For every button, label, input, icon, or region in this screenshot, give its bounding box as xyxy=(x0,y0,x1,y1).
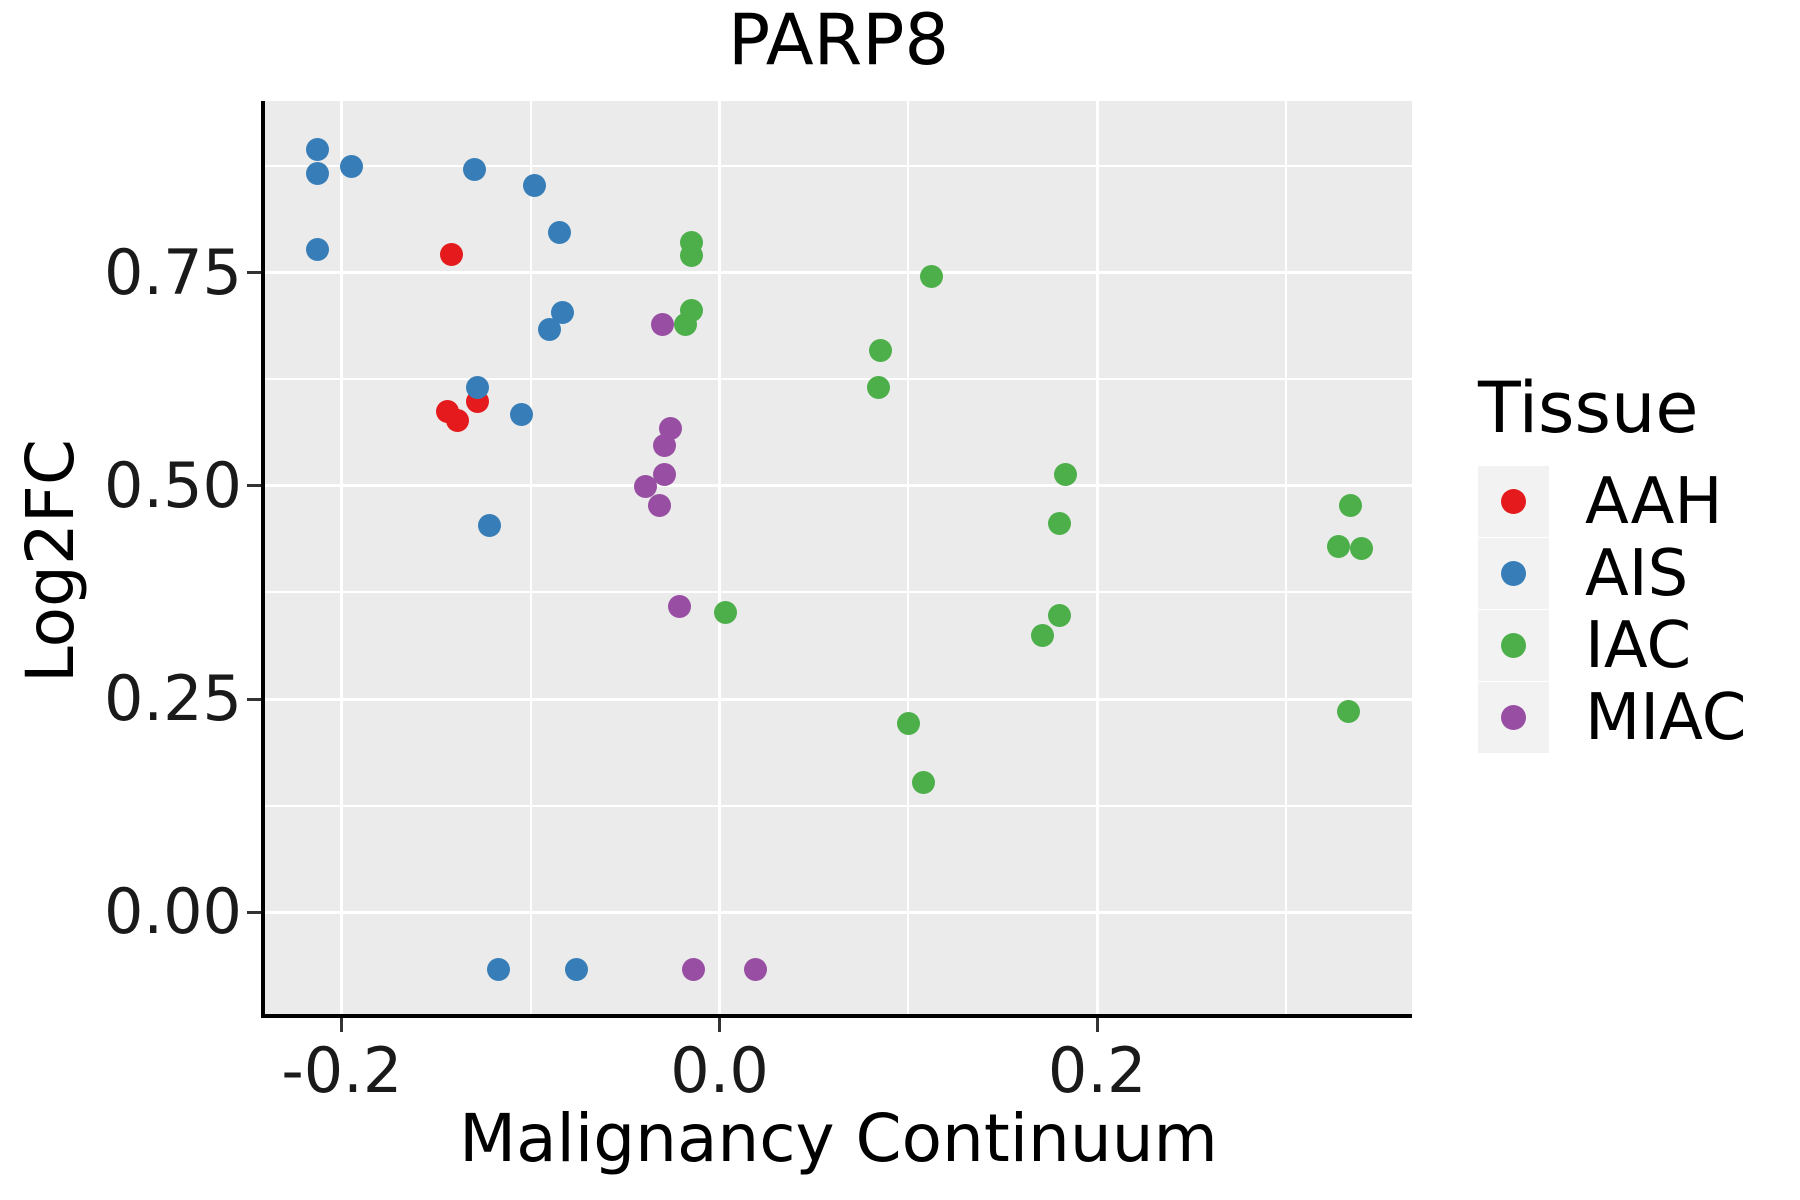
y-tick-mark xyxy=(247,697,261,701)
legend-item-miac: MIAC xyxy=(1478,682,1746,753)
major-gridline-vertical xyxy=(1095,101,1099,1014)
minor-gridline-vertical xyxy=(529,101,532,1014)
major-gridline-horizontal xyxy=(265,910,1412,914)
legend-key xyxy=(1478,610,1549,681)
y-tick-mark xyxy=(247,910,261,914)
data-point-ais xyxy=(538,318,562,342)
legend-dot-icon xyxy=(1501,489,1526,514)
data-point-miac xyxy=(647,493,671,517)
legend-items: AAH AIS IAC MIAC xyxy=(1478,466,1746,753)
legend-label: MIAC xyxy=(1585,680,1747,755)
legend-title: Tissue xyxy=(1478,367,1699,449)
data-point-ais xyxy=(564,958,588,982)
data-point-iac xyxy=(1047,604,1071,628)
x-tick-label: 0.0 xyxy=(670,1034,769,1107)
data-point-iac xyxy=(919,265,943,289)
data-point-ais xyxy=(509,402,533,426)
major-gridline-vertical xyxy=(718,101,722,1014)
plot-title: PARP8 xyxy=(727,0,949,81)
minor-gridline-horizontal xyxy=(265,164,1412,167)
data-point-aah xyxy=(445,408,469,432)
minor-gridline-horizontal xyxy=(265,804,1412,807)
data-point-miac xyxy=(668,595,692,619)
minor-gridline-horizontal xyxy=(265,378,1412,381)
data-point-miac xyxy=(651,313,675,337)
x-tick-mark xyxy=(340,1018,344,1032)
x-tick-mark xyxy=(1095,1018,1099,1032)
x-tick-label: 0.2 xyxy=(1047,1034,1147,1107)
minor-gridline-vertical xyxy=(1285,101,1288,1014)
major-gridline-vertical xyxy=(340,101,344,1014)
data-point-ais xyxy=(477,514,501,538)
legend: Tissue AAH AIS IAC MIAC xyxy=(1478,370,1746,754)
data-point-iac xyxy=(679,243,703,267)
data-point-miac xyxy=(653,463,677,487)
minor-gridline-vertical xyxy=(907,101,910,1014)
data-point-iac xyxy=(674,313,698,337)
data-point-miac xyxy=(653,434,677,458)
data-point-iac xyxy=(1053,463,1077,487)
data-point-iac xyxy=(1350,536,1374,560)
y-tick-label: 0.00 xyxy=(103,875,242,949)
data-point-iac xyxy=(1327,534,1351,558)
major-gridline-horizontal xyxy=(265,697,1412,701)
data-point-iac xyxy=(866,376,890,400)
x-tick-label: -0.2 xyxy=(281,1034,403,1107)
data-point-ais xyxy=(305,162,329,186)
y-tick-label: 0.75 xyxy=(103,235,242,309)
data-point-iac xyxy=(1338,493,1362,517)
data-point-ais xyxy=(462,157,486,181)
data-point-ais xyxy=(305,138,329,162)
data-point-iac xyxy=(896,712,920,736)
legend-key xyxy=(1478,682,1549,753)
y-tick-mark xyxy=(247,271,261,274)
data-point-iac xyxy=(911,771,935,795)
legend-item-iac: IAC xyxy=(1478,610,1746,681)
data-point-ais xyxy=(487,958,511,982)
data-point-ais xyxy=(522,173,546,197)
data-point-ais xyxy=(339,155,363,179)
legend-label: IAC xyxy=(1585,608,1692,683)
major-gridline-horizontal xyxy=(265,484,1412,488)
data-point-iac xyxy=(713,601,737,625)
legend-label: AAH xyxy=(1585,464,1723,539)
data-point-ais xyxy=(551,301,575,325)
data-point-iac xyxy=(868,338,892,362)
data-point-iac xyxy=(1336,700,1360,724)
data-point-ais xyxy=(547,220,571,244)
legend-dot-icon xyxy=(1501,633,1526,658)
data-point-iac xyxy=(1047,511,1071,535)
minor-gridline-horizontal xyxy=(265,591,1412,594)
data-point-aah xyxy=(439,243,463,267)
legend-item-ais: AIS xyxy=(1478,538,1746,609)
x-tick-mark xyxy=(718,1018,722,1032)
data-point-iac xyxy=(1030,623,1054,647)
data-point-miac xyxy=(634,475,658,499)
y-tick-label: 0.25 xyxy=(103,662,242,736)
data-point-miac xyxy=(743,958,767,982)
legend-key xyxy=(1478,466,1549,537)
legend-key xyxy=(1478,538,1549,609)
data-point-ais xyxy=(466,376,490,400)
y-tick-mark xyxy=(247,484,261,488)
y-tick-label: 0.50 xyxy=(103,448,242,522)
legend-dot-icon xyxy=(1501,705,1526,730)
y-axis-title: Log2FC xyxy=(12,439,89,683)
legend-item-aah: AAH xyxy=(1478,466,1746,537)
legend-dot-icon xyxy=(1501,561,1526,586)
data-point-ais xyxy=(305,237,329,261)
data-point-miac xyxy=(681,958,705,982)
plot-panel xyxy=(261,101,1412,1018)
legend-label: AIS xyxy=(1585,536,1689,611)
x-axis-title: Malignancy Continuum xyxy=(459,1100,1218,1177)
major-gridline-horizontal xyxy=(265,271,1412,274)
